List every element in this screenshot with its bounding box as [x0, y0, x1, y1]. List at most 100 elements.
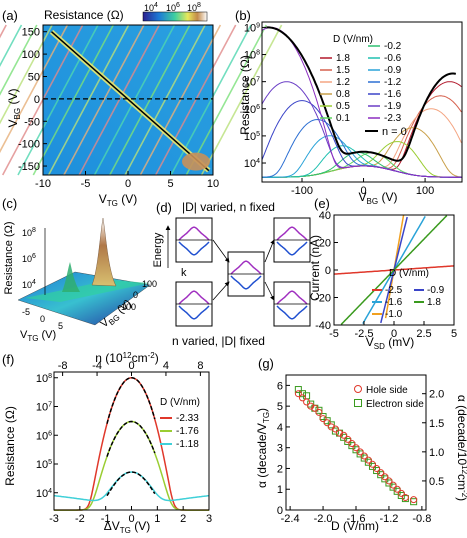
g-ytick-right-label: 1.5 [429, 418, 444, 430]
d-k-label: k [181, 267, 187, 279]
conduction-band [276, 290, 308, 305]
g-ytick-right-label: 0.5 [429, 476, 444, 488]
c-tg-label: VTG (V) [20, 329, 56, 343]
f-xtick-label: 2 [180, 513, 186, 525]
e-xtick-label: -2.5 [355, 328, 374, 340]
b-legend-label: -1.6 [384, 89, 402, 100]
g-point-electron [323, 417, 331, 425]
d-top-caption: |D| varied, n fixed [182, 200, 275, 214]
g-point-hole [307, 402, 315, 410]
heatmap-stripe [32, 24, 115, 176]
valence-band [230, 275, 262, 290]
panel-d-label: (d) [156, 200, 172, 215]
f-legend-label: -2.33 [176, 413, 199, 424]
heatmap-stripe [0, 24, 23, 68]
heatmap-stripe [78, 24, 160, 176]
f-xtick-label: -1 [101, 513, 111, 525]
heatmap-stripe [47, 24, 130, 176]
g-point-hole [377, 469, 385, 477]
g-point-hole [344, 435, 352, 443]
conduction-band [230, 260, 262, 275]
c-bg-tick-3: 100 [142, 279, 157, 289]
b-legend-label: 1.5 [336, 65, 350, 76]
g-point-electron [381, 475, 389, 483]
b-legend-label: -2.3 [384, 113, 402, 124]
n0-legend-label: n = 0 [382, 126, 407, 138]
g-point-electron [393, 487, 401, 495]
g-point-electron [385, 479, 393, 487]
e-ytick-label: 0 [325, 265, 331, 277]
g-point-hole [381, 473, 389, 481]
a-ytick-label: -50 [24, 116, 40, 128]
f-ytick-label: 105 [36, 459, 52, 471]
g-ytick-left-label: 3 [277, 443, 283, 455]
a-xlabel: VTG (V) [99, 192, 137, 208]
b-legend-label: 0.5 [336, 101, 350, 112]
g-point-electron [344, 437, 352, 445]
g-ylabel-left: α (decade/VTG) [255, 408, 271, 488]
b-series--1.2 [261, 118, 462, 178]
b-series-0.5 [262, 141, 462, 178]
a-ytick-label: 50 [28, 71, 40, 83]
g-point-hole [401, 494, 409, 502]
a-ytick-label: -100 [18, 139, 40, 151]
f-ytick-label: 107 [36, 402, 52, 414]
g-point-electron [364, 458, 372, 466]
c-ztick-2: 106 [22, 253, 36, 264]
f-fit--1.76 [106, 420, 156, 457]
f-fit--2.33 [106, 376, 156, 424]
panel-g: (g) -2.4 -2.0 -1.6 -1.2 -0.8 6 5 4 3 2 1 0 2.0 1.5 1.0… [255, 356, 467, 533]
a-xtick-label: 0 [125, 178, 131, 190]
panel-f-label: (f) [2, 352, 14, 367]
b-ytick-label: 107 [244, 77, 260, 89]
f-legend-label: -1.76 [176, 426, 199, 437]
e-ytick-label: 40 [319, 210, 331, 222]
c-bg-tick-2: 0 [133, 290, 138, 300]
f-legend-title: D (V/nm) [160, 397, 200, 408]
panel-g-label: (g) [258, 356, 274, 371]
surface-side-peak [62, 262, 80, 292]
g-point-electron [307, 400, 315, 408]
f-ytick-label: 106 [36, 430, 52, 442]
conduction-band [178, 290, 210, 305]
heatmap-max [182, 152, 210, 171]
e-legend-label: 1.8 [427, 297, 441, 308]
e-xtick-label: 5 [451, 328, 457, 340]
c-tg-tick-1: -5 [22, 307, 30, 317]
g-legend-hole-label: Hole side [366, 385, 408, 396]
panel-e-label: (e) [314, 196, 330, 211]
e-legend-label: -1.6 [385, 297, 403, 308]
heatmap-stripe [0, 24, 38, 96]
g-point-hole [352, 444, 360, 452]
heatmap-stripe [63, 24, 145, 176]
g-point-hole [319, 415, 327, 423]
e-xlabel: VSD (mV) [366, 335, 414, 351]
e-series-1.8 [340, 215, 448, 326]
panel-c-label: (c) [2, 196, 17, 211]
f-toptick-label: 0 [128, 360, 134, 372]
g-point-hole [294, 390, 302, 398]
g-point-electron [331, 427, 339, 435]
a-xtick-label: -5 [81, 178, 91, 190]
g-point-hole [410, 496, 418, 504]
g-ytick-left-label: 0 [277, 505, 283, 517]
b-ytick-label: 105 [244, 131, 260, 143]
conduction-band [276, 226, 308, 241]
f-toptick-label: -4 [92, 360, 102, 372]
b-legend-label: -1.2 [384, 77, 402, 88]
surface-peak [91, 217, 117, 287]
cb-tick-3: 108 [187, 2, 201, 13]
f-fit--1.18 [106, 471, 156, 497]
a-ylabel: VBG (V) [6, 89, 22, 128]
c-zlabel: Resistance (Ω) [3, 221, 15, 294]
heatmap-stripe [200, 24, 283, 176]
f-ytick-label: 104 [36, 488, 52, 500]
g-point-hole [356, 448, 364, 456]
heatmap-stripe [17, 24, 99, 176]
g-ytick-right-label: 1.0 [429, 447, 444, 459]
g-point-hole [393, 485, 401, 493]
f-xtick-label: 1 [154, 513, 160, 525]
b-xtick-label: -100 [291, 185, 313, 197]
charge-neutrality-line [51, 31, 210, 172]
